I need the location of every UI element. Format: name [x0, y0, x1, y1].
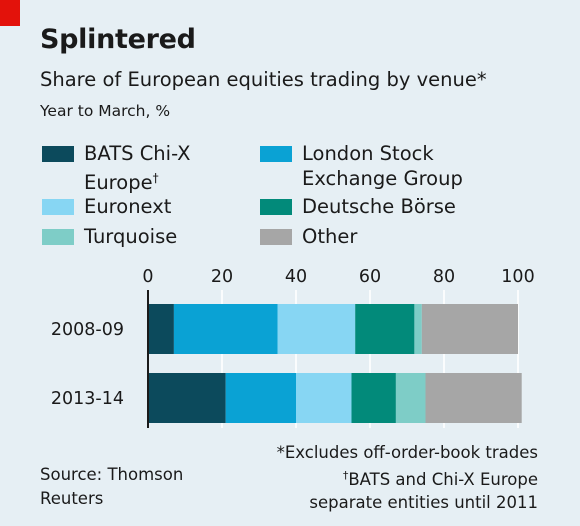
bar-segment-2013-14-0 [148, 373, 226, 423]
legend-label-turquoise: Turquoise [84, 225, 178, 248]
legend-swatch-euronext [42, 199, 74, 215]
x-tick-label-80: 80 [433, 267, 455, 287]
legend-swatch-bats [42, 146, 74, 162]
legend-item-euronext: Euronext [42, 194, 171, 219]
legend-swatch-lseg [260, 146, 292, 162]
bar-segment-2013-14-1 [225, 373, 296, 423]
legend-item-turquoise: Turquoise [42, 224, 177, 249]
bar-segment-2008-09-0 [148, 304, 174, 354]
footnotes: *Excludes off-order-book trades †BATS an… [277, 441, 538, 514]
bar-segment-2008-09-4 [414, 304, 422, 354]
footnote-bats-cont: separate entities until 2011 [309, 493, 538, 512]
legend-swatch-other [260, 229, 292, 245]
bar-segment-2013-14-3 [351, 373, 396, 423]
chart-title: Splintered [40, 24, 196, 55]
legend-label-deutsche-borse: Deutsche Börse [302, 195, 456, 218]
bar-segment-2008-09-1 [173, 304, 278, 354]
legend-swatch-turquoise [42, 229, 74, 245]
category-label-2013-14: 2013-14 [51, 389, 124, 409]
legend-swatch-deutsche-borse [260, 199, 292, 215]
source-note: Source: Thomson Reuters [40, 465, 184, 508]
legend-item-other: Other [260, 224, 357, 249]
x-tick-label-0: 0 [142, 267, 153, 287]
x-tick-label-40: 40 [285, 267, 307, 287]
x-tick-label-60: 60 [359, 267, 381, 287]
bar-segment-2008-09-5 [421, 304, 518, 354]
legend-label-bats: BATS Chi-X Europe† [84, 142, 191, 194]
unit-label: Year to March, % [40, 102, 171, 120]
category-label-2008-09: 2008-09 [51, 320, 124, 340]
legend-item-bats: BATS Chi-X Europe† [42, 141, 191, 195]
footnote-excludes: *Excludes off-order-book trades [276, 443, 538, 462]
footnote-bats: †BATS and Chi-X Europe [342, 469, 538, 489]
bar-segment-2013-14-2 [296, 373, 352, 423]
bar-segment-2013-14-4 [395, 373, 426, 423]
legend-label-euronext: Euronext [84, 195, 172, 218]
x-tick-label-20: 20 [211, 267, 233, 287]
bar-segment-2008-09-3 [355, 304, 415, 354]
legend-item-lseg: London Stock Exchange Group [260, 141, 463, 191]
legend-label-lseg: London Stock Exchange Group [302, 142, 463, 190]
bar-segment-2013-14-5 [425, 373, 522, 423]
brand-tag [0, 0, 20, 26]
legend-item-deutsche-borse: Deutsche Börse [260, 194, 456, 219]
chart-subtitle: Share of European equities trading by ve… [40, 68, 487, 91]
bar-segment-2008-09-2 [277, 304, 356, 354]
legend-label-other: Other [302, 225, 358, 248]
x-tick-label-100: 100 [501, 267, 534, 287]
